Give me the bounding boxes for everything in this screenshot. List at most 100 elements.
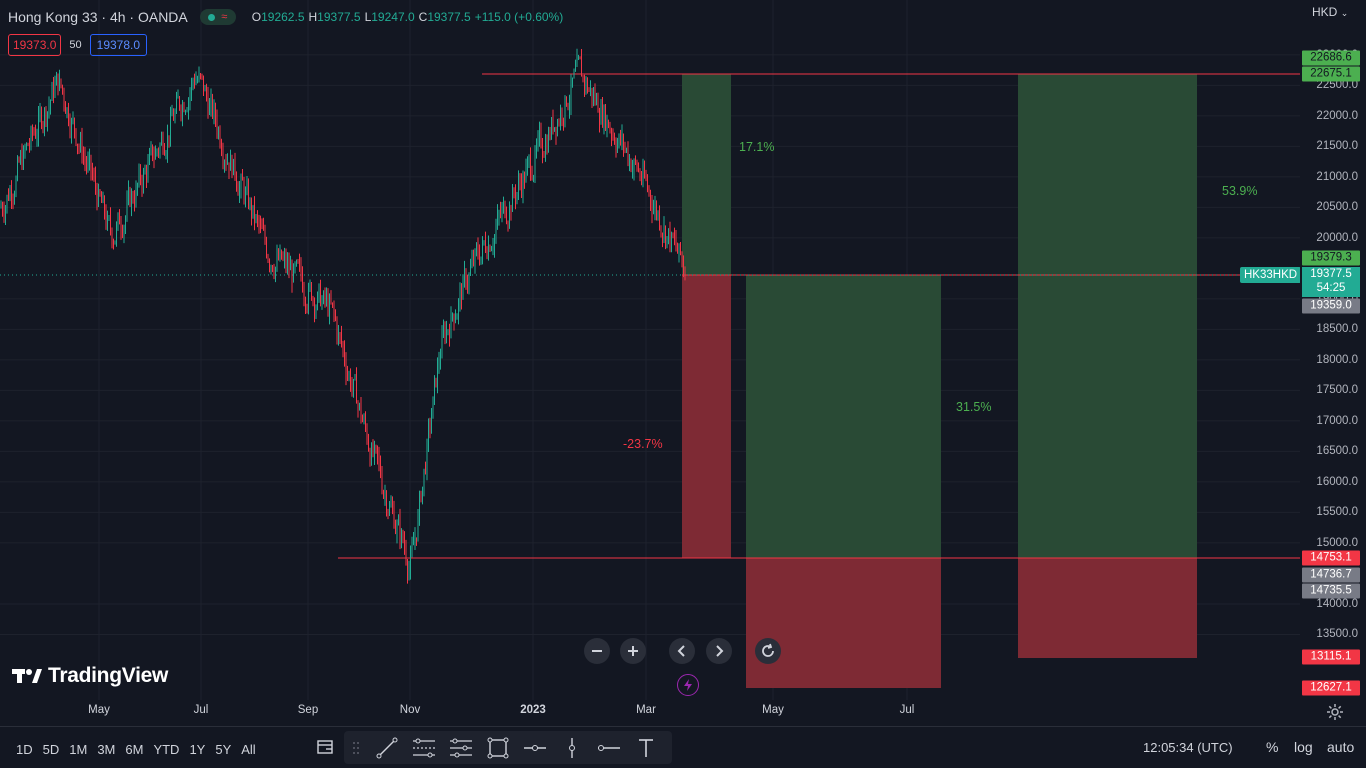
- p1-profit-zone[interactable]: [682, 74, 731, 275]
- price-tick: 15500.0: [1316, 506, 1358, 519]
- p2-profit-label: 31.5%: [956, 400, 992, 414]
- range-6m[interactable]: 6M: [125, 741, 144, 757]
- market-open-icon: [208, 13, 216, 21]
- price-label-upper: 19379.3: [1302, 250, 1360, 266]
- time-tick: Mar: [636, 704, 656, 716]
- range-all[interactable]: All: [241, 741, 256, 757]
- price-tick: 22000.0: [1316, 109, 1358, 122]
- p1-loss-label: -23.7%: [623, 437, 663, 451]
- bolt-button[interactable]: [677, 674, 699, 696]
- currency-select[interactable]: HKD ⌄: [1312, 5, 1348, 19]
- p3-loss-zone[interactable]: [1018, 558, 1197, 658]
- range-1m[interactable]: 1M: [69, 741, 88, 757]
- tradingview-logo[interactable]: TradingView: [12, 664, 168, 688]
- sell-button[interactable]: 19373.0: [8, 34, 62, 56]
- price-label-mid3: 14735.5: [1302, 583, 1360, 599]
- log-toggle[interactable]: log: [1294, 739, 1313, 755]
- calendar-icon: [317, 740, 333, 754]
- p2-loss-zone[interactable]: [746, 558, 941, 688]
- zoom-out-button[interactable]: [584, 638, 610, 664]
- reset-chart-button[interactable]: [755, 638, 781, 664]
- p1-loss-zone[interactable]: [682, 275, 731, 558]
- bar-countdown: 54:25: [1316, 282, 1346, 294]
- range-5y[interactable]: 5Y: [215, 741, 232, 757]
- time-tick: May: [88, 704, 110, 716]
- chevron-down-icon: ⌄: [1340, 8, 1349, 18]
- price-tick: 20500.0: [1316, 201, 1358, 214]
- line-tool-button[interactable]: [372, 733, 402, 763]
- auto-toggle[interactable]: auto: [1327, 739, 1355, 755]
- time-tick: 2023: [520, 704, 546, 716]
- range-3m[interactable]: 3M: [97, 741, 116, 757]
- trade-panel: 19373.0 50 19378.0: [8, 34, 148, 56]
- chart-pane[interactable]: 17.1% -23.7% 31.5% 53.9% Hong Kong 33 · …: [0, 0, 1300, 700]
- vertical-line-icon: [569, 737, 575, 758]
- symbol-tag: HK33HKD: [1240, 267, 1300, 283]
- price-label-low1: 13115.1: [1302, 649, 1360, 665]
- scroll-right-button[interactable]: [706, 638, 732, 664]
- chart-svg: [0, 0, 1300, 700]
- settings-icon: [1327, 704, 1343, 720]
- range-5d[interactable]: 5D: [42, 741, 60, 757]
- time-axis[interactable]: May Jul Sep Nov 2023 Mar May Jul: [0, 700, 1300, 724]
- price-label-bid: 19359.0: [1302, 298, 1360, 314]
- drawing-toolbar: [344, 731, 672, 764]
- scroll-right-icon: [716, 645, 724, 657]
- range-1y[interactable]: 1Y: [189, 741, 206, 757]
- symbol-title[interactable]: Hong Kong 33 · 4h · OANDA: [8, 9, 188, 25]
- zoom-in-icon: [628, 646, 638, 656]
- percent-toggle[interactable]: %: [1266, 739, 1279, 755]
- p3-profit-label: 53.9%: [1222, 184, 1258, 198]
- date-range-buttons: 1D 5D 1M 3M 6M YTD 1Y 5Y All: [11, 742, 261, 757]
- time-tick: Jul: [899, 704, 915, 716]
- ohlc-low: L19247.0: [364, 10, 415, 24]
- symbol-legend: Hong Kong 33 · 4h · OANDA ≈ O19262.5 H19…: [8, 8, 567, 26]
- price-tick: 15000.0: [1316, 536, 1358, 549]
- spread-value: 50: [69, 39, 82, 51]
- text-tool-button[interactable]: [631, 733, 661, 763]
- price-tick: 13500.0: [1316, 628, 1358, 641]
- goto-date-button[interactable]: [316, 738, 334, 761]
- ohlc-change: +115.0 (+0.60%): [474, 10, 564, 24]
- p3-profit-zone[interactable]: [1018, 74, 1197, 558]
- wave-icon: ≈: [221, 11, 228, 23]
- drag-handle[interactable]: [348, 741, 364, 755]
- scroll-left-button[interactable]: [669, 638, 695, 664]
- market-status-pill[interactable]: ≈: [199, 9, 236, 25]
- time-tick: May: [762, 704, 784, 716]
- horizontal-ray-tool-button[interactable]: [520, 733, 550, 763]
- price-tick: 16000.0: [1316, 475, 1358, 488]
- fib-tool-button[interactable]: [446, 733, 476, 763]
- ohlc-close: C19377.5: [418, 10, 471, 24]
- channel-tool-button[interactable]: [409, 733, 439, 763]
- price-axis[interactable]: HKD ⌄ 23000.022500.022000.021500.021000.…: [1300, 0, 1366, 700]
- settings-button[interactable]: [1326, 703, 1344, 721]
- range-ytd[interactable]: YTD: [153, 741, 180, 757]
- zoom-in-button[interactable]: [620, 638, 646, 664]
- tradingview-logo-icon: [12, 669, 42, 683]
- brand-wordmark: TradingView: [48, 664, 169, 687]
- horizontal-line-icon: [598, 744, 620, 751]
- vertical-line-tool-button[interactable]: [557, 733, 587, 763]
- range-1d[interactable]: 1D: [16, 741, 33, 757]
- fib-icon: [450, 738, 472, 757]
- price-tick: 14000.0: [1316, 597, 1358, 610]
- candles: [0, 48, 686, 584]
- text-icon: [639, 738, 653, 757]
- rectangle-tool-button[interactable]: [483, 733, 513, 763]
- horizontal-line-tool-button[interactable]: [594, 733, 624, 763]
- p1-profit-label: 17.1%: [739, 140, 775, 154]
- scroll-left-icon: [677, 645, 685, 657]
- p2-profit-zone[interactable]: [746, 275, 941, 558]
- price-label-top1: 22686.6: [1302, 50, 1360, 66]
- line-tool-icon: [376, 737, 398, 758]
- price-tick: 21000.0: [1316, 170, 1358, 183]
- time-tick: Nov: [399, 704, 421, 716]
- position-tools[interactable]: [682, 74, 1197, 688]
- price-tick: 22500.0: [1316, 79, 1358, 92]
- bottom-divider: [0, 726, 1366, 727]
- buy-button[interactable]: 19378.0: [89, 34, 148, 56]
- currency-label: HKD: [1312, 5, 1338, 19]
- clock[interactable]: 12:05:34 (UTC): [1143, 740, 1233, 755]
- price-tick: 21500.0: [1316, 140, 1358, 153]
